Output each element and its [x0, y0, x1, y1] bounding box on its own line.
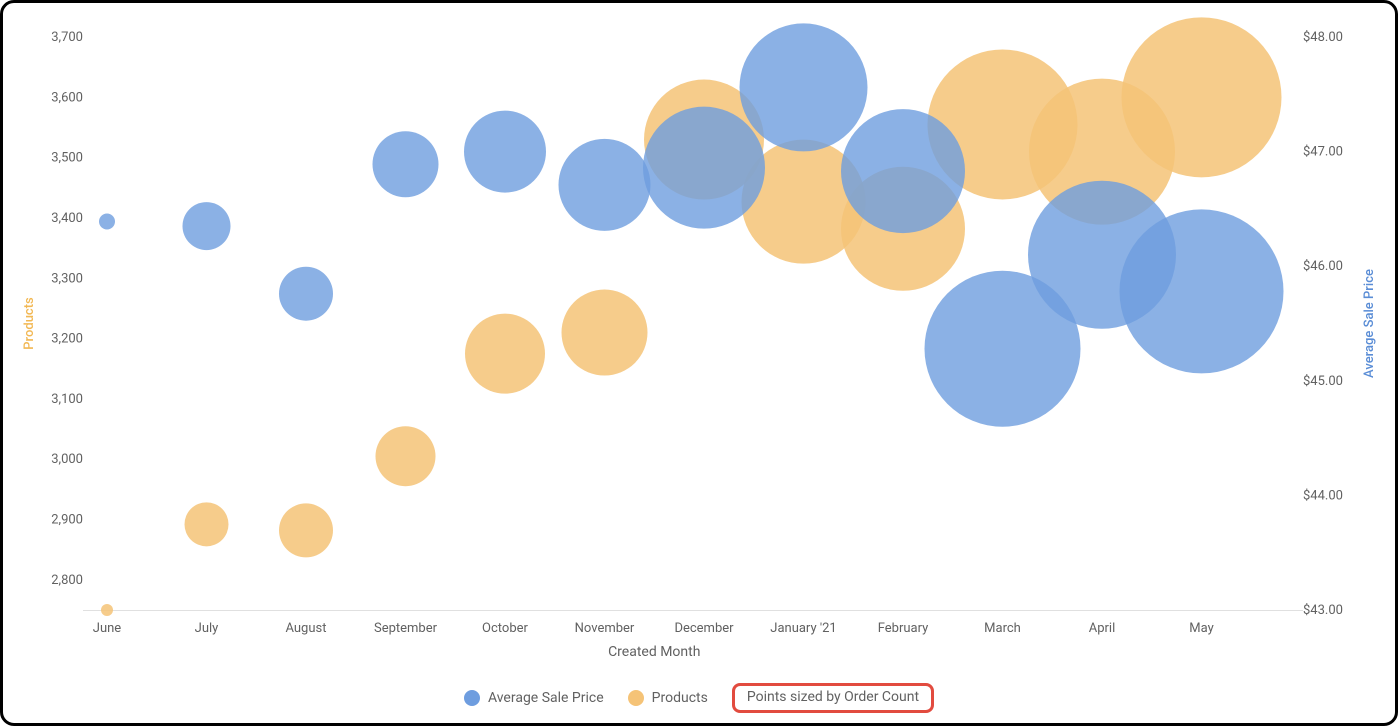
bubble-products[interactable]	[562, 290, 648, 376]
x-axis-title: Created Month	[608, 644, 700, 660]
bubble-avg-sale-price[interactable]	[740, 23, 868, 151]
x-tick-label: March	[984, 621, 1021, 636]
legend-item-avg-sale-price[interactable]: Average Sale Price	[464, 690, 604, 706]
bubble-products[interactable]	[465, 314, 545, 394]
y1-tick-label: 3,300	[51, 271, 83, 286]
y1-tick-label: 2,900	[51, 513, 83, 528]
bubble-avg-sale-price[interactable]	[643, 107, 765, 229]
y1-tick-label: 3,200	[51, 332, 83, 347]
legend-label: Products	[652, 690, 708, 706]
y1-tick-label: 3,700	[51, 30, 83, 45]
x-tick-label: February	[878, 621, 929, 636]
y2-tick-label: $46.00	[1303, 259, 1343, 274]
legend-swatch-icon	[464, 690, 480, 706]
bubble-avg-sale-price[interactable]	[841, 109, 965, 233]
bubble-products[interactable]	[376, 426, 436, 486]
chart-frame: 2,800 2,900 3,000 3,100 3,200 3,300 3,400 3,500…	[0, 0, 1398, 726]
bubble-avg-sale-price[interactable]	[99, 214, 115, 230]
x-tick-label: April	[1089, 621, 1116, 636]
y1-tick-label: 3,600	[51, 90, 83, 105]
x-tick-label: September	[374, 621, 438, 636]
legend-size-note: Points sized by Order Count	[732, 683, 934, 713]
y1-tick-label: 3,000	[51, 452, 83, 467]
y2-tick-label: $43.00	[1303, 603, 1343, 618]
legend-swatch-icon	[628, 690, 644, 706]
bubble-avg-sale-price[interactable]	[373, 131, 439, 197]
y2-tick-label: $47.00	[1303, 145, 1343, 160]
legend-label: Average Sale Price	[488, 690, 604, 706]
y2-tick-label: $45.00	[1303, 374, 1343, 389]
y2-tick-label: $48.00	[1303, 30, 1343, 45]
legend-item-products[interactable]: Products	[628, 690, 708, 706]
y2-tick-label: $44.00	[1303, 488, 1343, 503]
bubble-avg-sale-price[interactable]	[464, 111, 546, 193]
bubble-products[interactable]	[1122, 17, 1282, 177]
x-tick-label: July	[195, 621, 219, 636]
bubble-products[interactable]	[279, 503, 333, 557]
bubble-products[interactable]	[185, 502, 229, 546]
bubble-avg-sale-price[interactable]	[183, 202, 231, 250]
x-tick-label: November	[575, 621, 635, 636]
bubble-avg-sale-price[interactable]	[279, 267, 333, 321]
x-tick-label: October	[482, 621, 528, 636]
bubble-products[interactable]	[101, 604, 113, 616]
y1-tick-label: 3,100	[51, 392, 83, 407]
x-tick-label: January '21	[770, 621, 836, 636]
x-tick-label: May	[1189, 621, 1213, 636]
chart-svg: 2,800 2,900 3,000 3,100 3,200 3,300 3,400 3,500…	[3, 3, 1395, 723]
chart-legend: Average Sale Price Products Points sized…	[3, 683, 1395, 713]
bubble-chart: 2,800 2,900 3,000 3,100 3,200 3,300 3,400 3,500…	[3, 3, 1395, 723]
y1-tick-label: 3,400	[51, 211, 83, 226]
x-tick-label: August	[285, 621, 326, 636]
y1-tick-label: 3,500	[51, 151, 83, 166]
y1-tick-label: 2,800	[51, 573, 83, 588]
bubble-avg-sale-price[interactable]	[1120, 209, 1284, 373]
bubble-avg-sale-price[interactable]	[559, 139, 651, 231]
y1-axis-title: Products	[22, 297, 37, 350]
x-tick-label: June	[93, 621, 122, 636]
y2-axis-title: Average Sale Price	[1362, 269, 1377, 378]
x-tick-label: December	[674, 621, 734, 636]
